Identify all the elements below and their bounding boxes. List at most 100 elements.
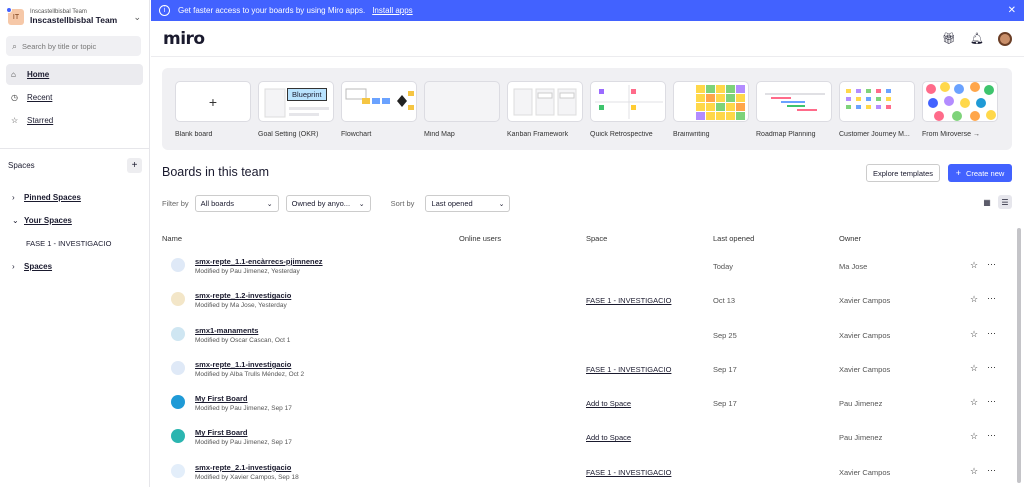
board-name[interactable]: smx-repte_1.1-investigacio (195, 359, 292, 369)
board-space-link[interactable]: Add to Space (586, 433, 632, 443)
scrollbar[interactable] (1017, 228, 1021, 483)
sort-by-label: Sort by (390, 199, 415, 208)
team-switcher[interactable]: IT Inscastellbisbal Team Inscastellbisba… (0, 0, 149, 34)
table-row[interactable]: smx-repte_2.1-investigacio Modified by Xa… (162, 456, 1012, 487)
board-name[interactable]: smx-repte_1.2-investigacio (195, 291, 292, 301)
more-options-icon[interactable]: ⋯ (987, 430, 996, 441)
table-row[interactable]: My First Board Modified by Pau Jimenez, S… (162, 421, 1012, 455)
star-icon[interactable]: ☆ (970, 397, 979, 408)
table-row[interactable]: smx-repte_1.2-investigacio Modified by Ma… (162, 284, 1012, 318)
board-owner: Xavier Campos (839, 467, 891, 477)
table-row[interactable]: My First Board Modified by Pau Jimenez, S… (162, 387, 1012, 421)
top-header: miro 🎁︎ 🔔︎ (151, 21, 1024, 57)
sort-value: Last opened (431, 199, 473, 208)
sidebar-item-recent[interactable]: ◷ Recent (6, 87, 143, 108)
more-options-icon[interactable]: ⋯ (987, 259, 996, 269)
board-owner: Xavier Campos (839, 364, 891, 374)
template-customer-journey[interactable]: Customer Journey M... (839, 81, 915, 150)
space-item-spaces[interactable]: › Spaces (0, 255, 150, 278)
table-row[interactable]: smx-repte_1.1-encàrrecs-pjimnenez Modifie… (162, 250, 1012, 284)
sidebar-item-starred[interactable]: ☆ Starred (6, 110, 143, 131)
home-icon: ⌂ (11, 70, 16, 79)
board-owner: Pau Jimenez (839, 399, 883, 409)
column-owner: Owner (839, 234, 862, 243)
board-name[interactable]: smx-repte_2.1-investigacio (195, 462, 292, 472)
table-row[interactable]: smx1-manaments Modified by Oscar Cascan, … (162, 319, 1012, 353)
sidebar-divider (0, 148, 150, 149)
board-name[interactable]: smx1-manaments (195, 325, 259, 335)
template-blank-board[interactable]: + Blank board (175, 81, 251, 150)
template-goal-setting[interactable]: Blueprint Goal Setting (OKR) (258, 81, 334, 150)
space-item-pinned[interactable]: › Pinned Spaces (0, 186, 150, 209)
template-quick-retro[interactable]: Quick Retrospective (590, 81, 666, 150)
table-row[interactable]: smx-repte_1.1-investigacio Modified by Al… (162, 353, 1012, 387)
board-space-link[interactable]: Add to Space (586, 399, 632, 409)
explore-templates-button[interactable]: Explore templates (866, 164, 941, 182)
template-miroverse[interactable]: From Miroverse → (922, 81, 998, 150)
boards-title: Boards in this team (162, 165, 269, 179)
board-modified: Modified by Pau Jimenez, Yesterday (195, 268, 300, 275)
filter-by-label: Filter by (162, 199, 189, 208)
chevron-down-icon: ⌄ (358, 200, 365, 208)
chevron-right-icon: › (12, 193, 15, 202)
board-thumbnail (171, 326, 185, 341)
column-name[interactable]: Name (162, 234, 183, 243)
more-options-icon[interactable]: ⋯ (987, 361, 996, 372)
install-apps-link[interactable]: Install apps (372, 6, 413, 15)
gift-icon[interactable]: 🎁︎ (942, 33, 957, 45)
board-space-link[interactable]: FASE 1 - INVESTIGACIO (586, 296, 672, 306)
board-space-link[interactable]: FASE 1 - INVESTIGACIO (586, 467, 672, 477)
template-flowchart[interactable]: Flowchart (341, 81, 417, 150)
space-label: Spaces (24, 262, 53, 271)
add-space-button[interactable]: + (127, 157, 142, 173)
template-label: Brainwriting (673, 131, 710, 138)
star-icon[interactable]: ☆ (970, 294, 979, 305)
column-last-opened[interactable]: Last opened (713, 234, 755, 243)
filter-select[interactable]: All boards ⌄ (194, 195, 279, 212)
board-modified: Modified by Oscar Cascan, Oct 1 (195, 336, 291, 344)
board-last-opened: Sep 25 (713, 330, 737, 340)
sort-select[interactable]: Last opened ⌄ (425, 195, 511, 212)
star-icon[interactable]: ☆ (970, 362, 979, 373)
list-view-icon[interactable]: ☰ (998, 195, 1012, 209)
create-new-label: Create new (965, 168, 1005, 178)
board-thumbnail (171, 258, 185, 272)
bell-icon[interactable]: 🔔︎ (970, 33, 984, 45)
board-space-link[interactable]: FASE 1 - INVESTIGACIO (586, 364, 672, 374)
board-name[interactable]: My First Board (195, 394, 248, 404)
space-item-fase1[interactable]: FASE 1 - INVESTIGACIO (0, 232, 150, 255)
board-last-opened: Oct 13 (713, 296, 736, 306)
template-kanban[interactable]: Kanban Framework (507, 81, 583, 150)
chevron-down-icon[interactable]: ⌄ (133, 11, 141, 22)
banner-text: Get faster access to your boards by usin… (178, 6, 366, 15)
template-roadmap[interactable]: Roadmap Planning (756, 81, 832, 150)
info-icon: i (159, 5, 170, 16)
star-icon[interactable]: ☆ (970, 328, 979, 339)
more-options-icon[interactable]: ⋯ (987, 293, 996, 304)
space-item-yours[interactable]: ⌄ Your Spaces (0, 209, 150, 232)
owner-select[interactable]: Owned by anyo... ⌄ (285, 195, 371, 212)
miro-logo[interactable]: miro (163, 28, 205, 49)
board-name[interactable]: smx-repte_1.1-encàrrecs-pjimnenez (195, 257, 323, 266)
more-options-icon[interactable]: ⋯ (987, 464, 996, 475)
more-options-icon[interactable]: ⋯ (987, 327, 996, 338)
star-icon[interactable]: ☆ (970, 465, 979, 476)
template-mind-map[interactable]: Mind Map (424, 81, 500, 150)
user-avatar[interactable] (998, 31, 1012, 46)
board-modified: Modified by Xavier Campos, Sep 18 (195, 473, 299, 481)
star-icon[interactable]: ☆ (970, 260, 979, 270)
grid-view-icon[interactable]: ▦ (983, 197, 991, 207)
board-modified: Modified by Pau Jimenez, Sep 17 (195, 405, 292, 413)
create-new-button[interactable]: + Create new (948, 164, 1012, 182)
board-thumbnail (171, 292, 185, 307)
star-icon[interactable]: ☆ (970, 431, 979, 442)
column-space: Space (586, 234, 608, 243)
board-name[interactable]: My First Board (195, 428, 248, 438)
more-options-icon[interactable]: ⋯ (987, 396, 996, 407)
sidebar-item-label: Recent (27, 93, 53, 102)
search-input[interactable]: ⌕ Search by title or topic (6, 36, 141, 56)
sidebar-item-home[interactable]: ⌂ Home (6, 64, 143, 85)
kanban-preview (513, 88, 577, 116)
close-icon[interactable]: ✕ (1007, 5, 1016, 16)
template-brainwriting[interactable]: Brainwriting (673, 81, 749, 150)
